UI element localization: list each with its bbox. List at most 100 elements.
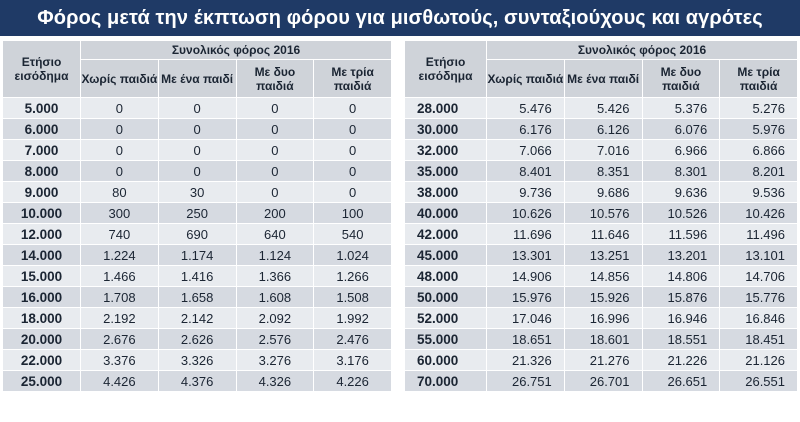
table-row: 45.000 13.301 13.251 13.201 13.101 [404,244,798,266]
table-row: 35.000 8.401 8.351 8.301 8.201 [404,160,798,182]
col-no-children: Χωρίς παιδιά [486,59,565,98]
table-row: 12.000 740 690 640 540 [2,223,392,245]
tax-cell: 0 [313,118,392,140]
table-row: 60.000 21.326 21.276 21.226 21.126 [404,349,798,371]
income-cell: 32.000 [404,139,487,161]
tax-cell: 6.176 [486,118,565,140]
income-cell: 30.000 [404,118,487,140]
table-row: 50.000 15.976 15.926 15.876 15.776 [404,286,798,308]
income-cell: 12.000 [2,223,81,245]
tax-cell: 5.476 [486,97,565,119]
col-three-children: Με τρία παιδιά [313,59,392,98]
tax-cell: 1.124 [235,244,315,266]
tax-cell: 10.426 [719,202,798,224]
tax-cell: 2.092 [235,307,315,329]
income-cell: 8.000 [2,160,81,182]
tax-cell: 18.551 [641,328,721,350]
tax-cell: 0 [313,160,392,182]
table-row: 38.000 9.736 9.686 9.636 9.536 [404,181,798,203]
tax-cell: 5.976 [719,118,798,140]
tax-cell: 0 [157,139,237,161]
tax-cell: 26.701 [563,370,643,392]
table-row: 42.000 11.696 11.646 11.596 11.496 [404,223,798,245]
tax-cell: 9.736 [486,181,565,203]
table-row: 70.000 26.751 26.701 26.651 26.551 [404,370,798,392]
tax-cell: 0 [80,118,159,140]
income-cell: 6.000 [2,118,81,140]
tax-cell: 0 [235,181,315,203]
table-row: 52.000 17.046 16.996 16.946 16.846 [404,307,798,329]
tax-cell: 8.201 [719,160,798,182]
tax-cell: 4.226 [313,370,392,392]
tax-cell: 7.066 [486,139,565,161]
tax-cell: 13.201 [641,244,721,266]
tax-cell: 14.706 [719,265,798,287]
income-cell: 52.000 [404,307,487,329]
tax-cell: 9.636 [641,181,721,203]
tax-cell: 15.976 [486,286,565,308]
income-cell: 45.000 [404,244,487,266]
tax-cell: 16.846 [719,307,798,329]
tax-cell: 0 [235,97,315,119]
tax-cell: 1.466 [80,265,159,287]
tax-cell: 2.676 [80,328,159,350]
tax-cell: 13.301 [486,244,565,266]
tax-cell: 0 [80,139,159,161]
tax-cell: 6.966 [641,139,721,161]
tax-cell: 11.646 [563,223,643,245]
table-row: 14.000 1.224 1.174 1.124 1.024 [2,244,392,266]
tax-cell: 1.174 [157,244,237,266]
table-row: 30.000 6.176 6.126 6.076 5.976 [404,118,798,140]
tax-cell: 14.806 [641,265,721,287]
tax-cell: 1.658 [157,286,237,308]
table-row: 10.000 300 250 200 100 [2,202,392,224]
tax-cell: 0 [157,97,237,119]
income-cell: 20.000 [2,328,81,350]
tax-cell: 9.536 [719,181,798,203]
table-row: 48.000 14.906 14.856 14.806 14.706 [404,265,798,287]
tax-cell: 21.326 [486,349,565,371]
tax-cell: 7.016 [563,139,643,161]
tax-cell: 690 [157,223,237,245]
tax-cell: 9.686 [563,181,643,203]
tax-cell: 1.416 [157,265,237,287]
income-cell: 25.000 [2,370,81,392]
tax-cell: 15.776 [719,286,798,308]
tax-cell: 0 [313,97,392,119]
tax-cell: 4.376 [157,370,237,392]
income-cell: 35.000 [404,160,487,182]
tax-cell: 300 [80,202,159,224]
tax-cell: 6.126 [563,118,643,140]
tax-cell: 11.496 [719,223,798,245]
table-row: 55.000 18.651 18.601 18.551 18.451 [404,328,798,350]
table-row: 25.000 4.426 4.376 4.326 4.226 [2,370,392,392]
table-row: 8.000 0 0 0 0 [2,160,392,182]
tax-cell: 2.192 [80,307,159,329]
total-tax-header: Συνολικός φόρος 2016 [486,40,798,60]
table-row: 7.000 0 0 0 0 [2,139,392,161]
tax-table-right: Ετήσιο εισόδημα Συνολικός φόρος 2016 Χωρ… [404,40,798,392]
table-row: 20.000 2.676 2.626 2.576 2.476 [2,328,392,350]
tax-cell: 8.351 [563,160,643,182]
col-one-child: Με ένα παιδί [563,59,643,98]
income-cell: 60.000 [404,349,487,371]
tax-cell: 3.326 [157,349,237,371]
tax-cell: 2.576 [235,328,315,350]
table-row: 9.000 80 30 0 0 [2,181,392,203]
income-cell: 28.000 [404,97,487,119]
tax-cell: 0 [80,160,159,182]
table-row: 5.000 0 0 0 0 [2,97,392,119]
page-title: Φόρος μετά την έκπτωση φόρου για μισθωτο… [0,0,800,36]
tax-cell: 640 [235,223,315,245]
tax-cell: 0 [157,118,237,140]
tax-cell: 3.276 [235,349,315,371]
table-body: 28.000 5.476 5.426 5.376 5.276 30.000 6.176 6.1… [404,97,798,392]
income-header: Ετήσιο εισόδημα [2,40,81,98]
col-one-child: Με ένα παιδί [157,59,237,98]
income-cell: 38.000 [404,181,487,203]
tax-cell: 5.276 [719,97,798,119]
tax-cell: 0 [235,139,315,161]
tax-cell: 21.226 [641,349,721,371]
income-cell: 10.000 [2,202,81,224]
tax-cell: 4.326 [235,370,315,392]
